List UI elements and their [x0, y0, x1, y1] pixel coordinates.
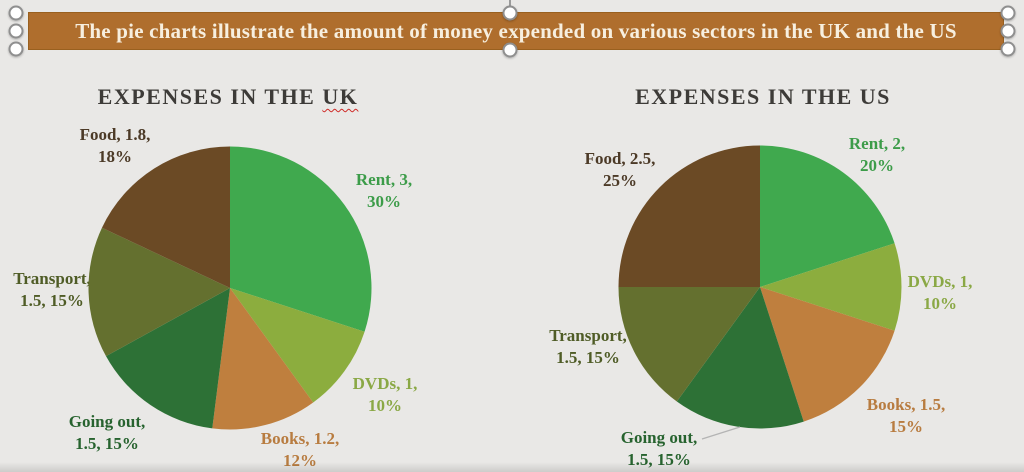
- uk-chart-title-word-misspelled: UK: [322, 84, 359, 109]
- uk-label-rent-line2: 30%: [367, 192, 401, 211]
- pie-slice-food[interactable]: [618, 145, 761, 288]
- us-chart-title-word: US: [859, 84, 891, 109]
- rotate-handle-stem: [509, 0, 511, 6]
- us-label-going-out-line2: 1.5, 15%: [627, 450, 691, 469]
- pie-slice-rent[interactable]: [760, 145, 895, 288]
- us-pie-chart[interactable]: [618, 145, 902, 429]
- uk-label-going-out-line1: Going out,: [68, 412, 146, 431]
- us-label-rent-line2: 20%: [860, 156, 894, 175]
- us-chart-title-prefix: EXPENSES IN THE: [635, 84, 853, 109]
- title-banner[interactable]: The pie charts illustrate the amount of …: [28, 12, 1004, 50]
- us-going-out-leader-line: [701, 426, 741, 440]
- us-label-books-line2: 15%: [889, 417, 923, 436]
- pie-slice-rent[interactable]: [230, 146, 372, 332]
- pie-slice-transport[interactable]: [618, 287, 761, 402]
- uk-label-rent[interactable]: Rent, 3, 30%: [324, 169, 444, 213]
- uk-label-dvds-line2: 10%: [368, 396, 402, 415]
- uk-label-food-line2: 18%: [98, 147, 132, 166]
- uk-label-transport[interactable]: Transport, 1.5, 15%: [0, 268, 112, 312]
- title-banner-text: The pie charts illustrate the amount of …: [75, 18, 957, 43]
- uk-label-rent-line1: Rent, 3,: [355, 170, 413, 189]
- uk-label-going-out[interactable]: Going out, 1.5, 15%: [47, 411, 167, 455]
- pie-slice-going-out[interactable]: [676, 287, 804, 429]
- selection-handle-bottom-center[interactable]: [502, 42, 518, 58]
- uk-label-food[interactable]: Food, 1.8, 18%: [55, 124, 175, 168]
- us-label-books[interactable]: Books, 1.5, 15%: [846, 394, 966, 438]
- uk-label-food-line1: Food, 1.8,: [79, 125, 151, 144]
- us-label-rent-line1: Rent, 2,: [848, 134, 906, 153]
- pie-slice-books[interactable]: [760, 287, 895, 422]
- uk-label-dvds[interactable]: DVDs, 1, 10%: [325, 373, 445, 417]
- uk-label-books[interactable]: Books, 1.2, 12%: [240, 428, 360, 472]
- uk-label-books-line1: Books, 1.2,: [260, 429, 340, 448]
- uk-chart-title-prefix: EXPENSES IN THE: [97, 84, 316, 109]
- uk-label-transport-line2: 1.5, 15%: [20, 291, 84, 310]
- selection-handle-top-center[interactable]: [502, 5, 518, 21]
- us-label-books-line1: Books, 1.5,: [866, 395, 946, 414]
- selection-handle-mid-right[interactable]: [1000, 23, 1016, 39]
- us-label-dvds[interactable]: DVDs, 1, 10%: [880, 271, 1000, 315]
- selection-handle-mid-left[interactable]: [8, 23, 24, 39]
- us-label-dvds-line1: DVDs, 1,: [907, 272, 973, 291]
- us-label-transport-line1: Transport,: [549, 326, 627, 345]
- uk-label-transport-line1: Transport,: [13, 269, 91, 288]
- us-label-dvds-line2: 10%: [923, 294, 957, 313]
- uk-pie-chart[interactable]: [88, 146, 372, 430]
- us-label-rent[interactable]: Rent, 2, 20%: [817, 133, 937, 177]
- us-chart-title[interactable]: EXPENSES IN THE US: [608, 84, 918, 110]
- us-label-food[interactable]: Food, 2.5, 25%: [560, 148, 680, 192]
- us-label-food-line1: Food, 2.5,: [584, 149, 656, 168]
- us-label-going-out[interactable]: Going out, 1.5, 15%: [599, 427, 719, 471]
- pie-slice-dvds[interactable]: [230, 288, 365, 403]
- uk-label-books-line2: 12%: [283, 451, 317, 470]
- pie-slice-going-out[interactable]: [106, 288, 230, 429]
- pie-slice-food[interactable]: [101, 146, 230, 289]
- selection-handle-top-right[interactable]: [1000, 5, 1016, 21]
- us-label-going-out-line1: Going out,: [620, 428, 698, 447]
- us-label-transport[interactable]: Transport, 1.5, 15%: [528, 325, 648, 369]
- pie-slice-dvds[interactable]: [760, 243, 902, 331]
- uk-label-dvds-line1: DVDs, 1,: [352, 374, 418, 393]
- pie-slice-books[interactable]: [212, 288, 314, 430]
- selection-handle-bottom-right[interactable]: [1000, 41, 1016, 57]
- selection-handle-top-left[interactable]: [8, 5, 24, 21]
- us-label-transport-line2: 1.5, 15%: [556, 348, 620, 367]
- uk-label-going-out-line2: 1.5, 15%: [75, 434, 139, 453]
- us-label-food-line2: 25%: [603, 171, 637, 190]
- pie-slice-transport[interactable]: [88, 227, 230, 357]
- uk-chart-title[interactable]: EXPENSES IN THE UK: [73, 84, 383, 110]
- selection-handle-bottom-left[interactable]: [8, 41, 24, 57]
